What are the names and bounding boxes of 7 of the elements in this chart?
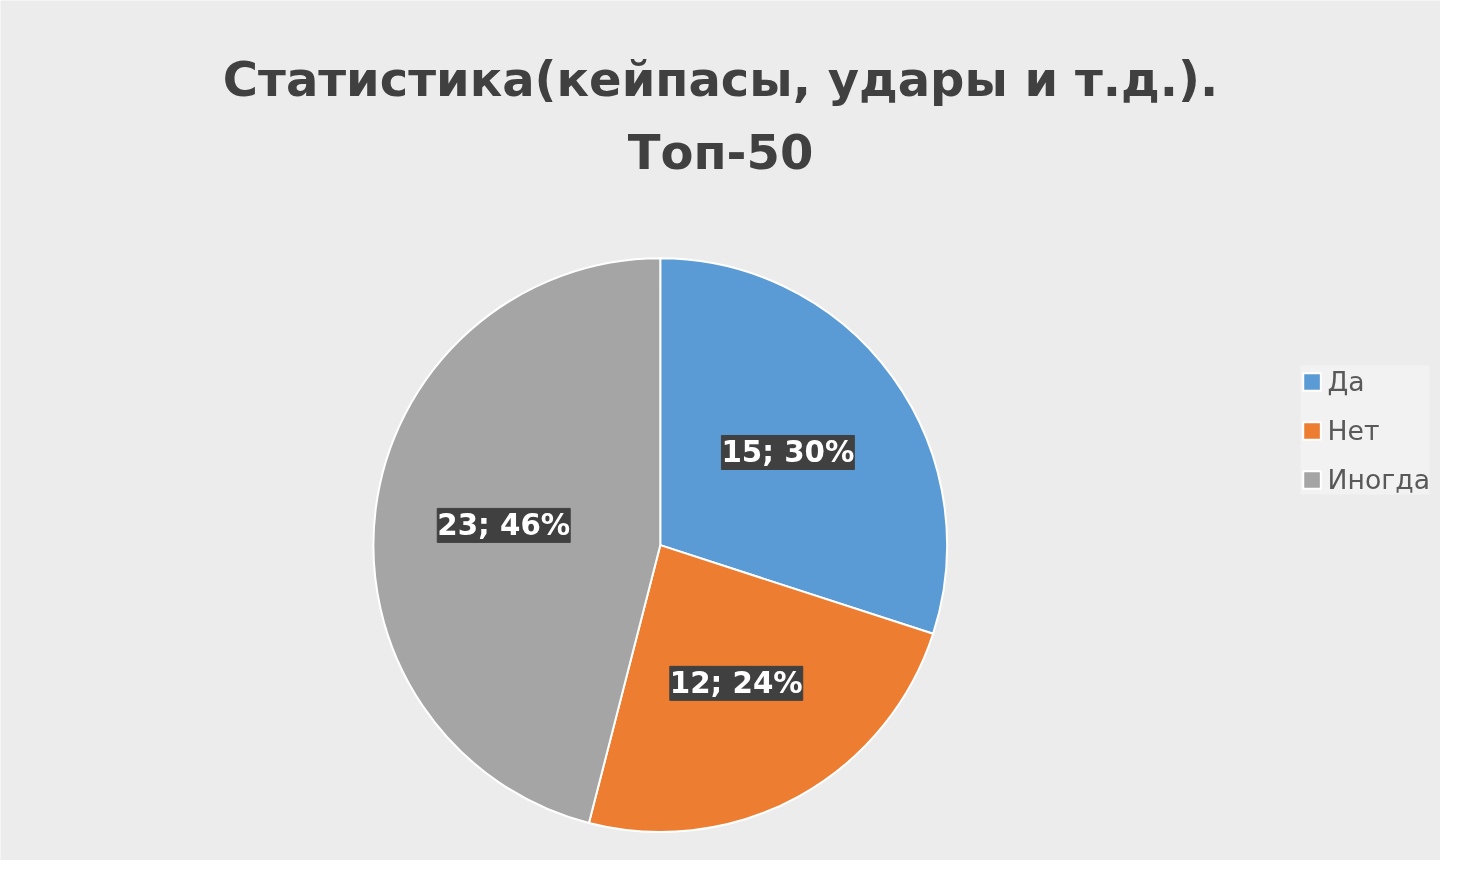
data-label: 12; 24% xyxy=(669,666,803,701)
legend-label: Да xyxy=(1327,365,1365,397)
chart-title: Статистика(кейпасы, удары и т.д.). Топ-50 xyxy=(222,50,1219,180)
legend-label: Нет xyxy=(1327,414,1380,446)
data-label: 23; 46% xyxy=(437,508,571,543)
legend-label: Иногда xyxy=(1327,463,1430,495)
data-label: 15; 30% xyxy=(721,435,855,470)
